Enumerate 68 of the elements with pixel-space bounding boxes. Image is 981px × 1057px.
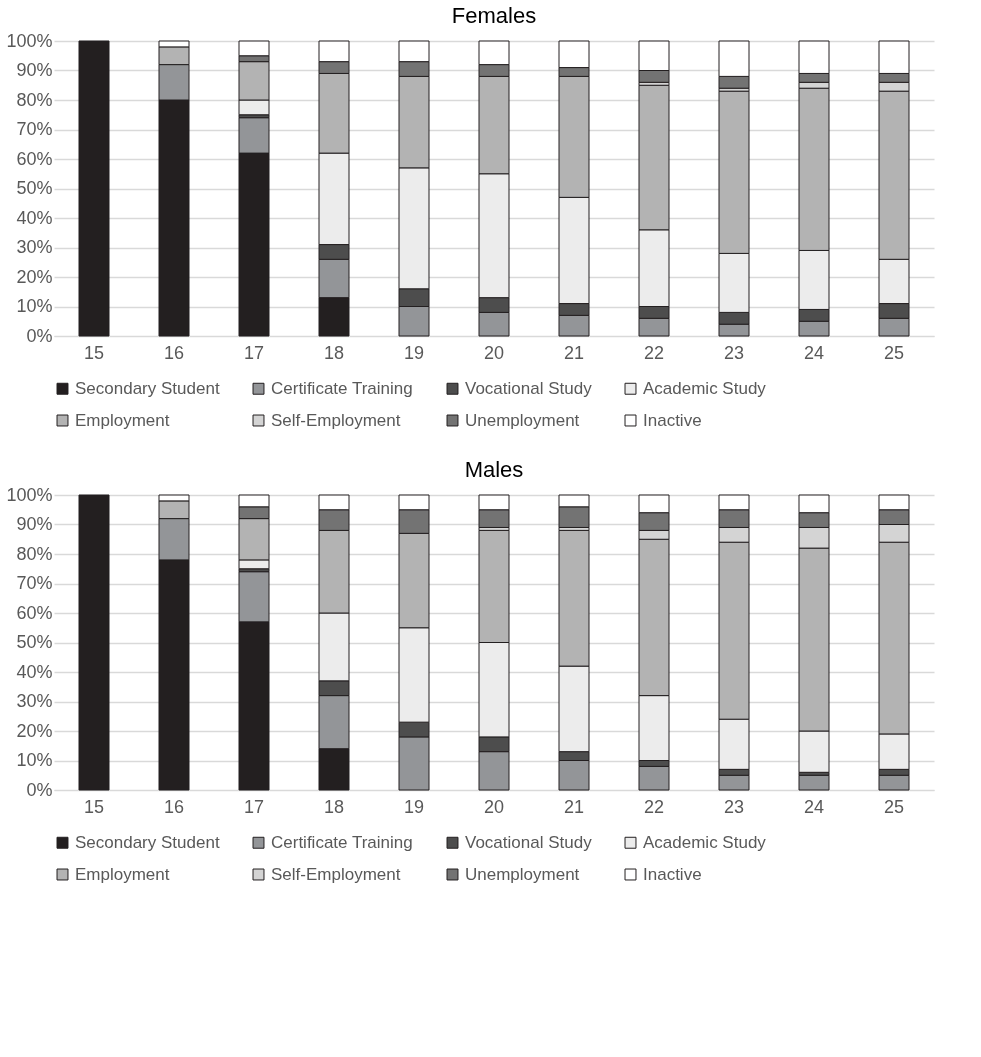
y-tick-label: 30% [16, 237, 53, 257]
x-tick-label: 20 [483, 342, 505, 363]
y-tick-label: 30% [16, 691, 53, 711]
legend-label: Self-Employment [271, 410, 401, 430]
y-tick-label: 10% [16, 750, 53, 770]
legend-label: Unemployment [465, 410, 580, 430]
y-tick-label: 70% [16, 119, 53, 139]
bar [878, 774, 910, 791]
legend-label: Academic Study [643, 378, 767, 398]
legend-label: Academic Study [643, 832, 767, 852]
y-tick-label: 40% [16, 661, 53, 682]
legend-label: Inactive [643, 410, 702, 430]
x-tick-label: 25 [883, 342, 905, 363]
legend-label: Certificate Training [271, 832, 413, 852]
y-tick-label: 60% [16, 148, 53, 169]
x-tick-label: 23 [723, 796, 745, 817]
legend-label: Unemployment [465, 864, 580, 884]
x-tick-label: 25 [883, 796, 905, 817]
bar [718, 774, 750, 791]
y-tick-label: 80% [16, 543, 53, 564]
x-tick-label: 24 [803, 796, 825, 817]
x-tick-label: 22 [643, 342, 665, 363]
legend-label: Employment [75, 410, 170, 430]
x-tick-label: 16 [163, 342, 185, 363]
y-tick-label: 70% [16, 573, 53, 593]
legend-label: Certificate Training [271, 378, 413, 398]
y-tick-label: 60% [16, 602, 53, 623]
legend-label: Self-Employment [271, 864, 401, 884]
legend-label: Inactive [643, 864, 702, 884]
x-tick-label: 15 [83, 796, 105, 817]
x-tick-label: 17 [243, 796, 265, 817]
x-tick-label: 18 [323, 342, 345, 363]
bar [798, 774, 830, 791]
bar [638, 765, 670, 791]
legend-label: Vocational Study [465, 832, 593, 852]
y-tick-label: 20% [16, 266, 53, 287]
x-tick-label: 18 [323, 796, 345, 817]
legend-label: Secondary Student [75, 378, 220, 398]
x-tick-label: 24 [803, 342, 825, 363]
y-tick-label: 10% [16, 296, 53, 316]
y-tick-label: 40% [16, 207, 53, 228]
y-tick-label: 50% [16, 178, 53, 198]
y-tick-label: 50% [16, 632, 53, 652]
x-tick-label: 15 [83, 342, 105, 363]
y-tick-label: 20% [16, 720, 53, 741]
x-tick-label: 20 [483, 796, 505, 817]
bar [78, 494, 110, 791]
legend-label: Vocational Study [465, 378, 593, 398]
y-tick-label: 0% [26, 779, 53, 800]
x-tick-label: 21 [563, 342, 585, 363]
legend-label: Secondary Student [75, 832, 220, 852]
x-tick-label: 23 [723, 342, 745, 363]
y-tick-label: 100% [6, 484, 53, 505]
y-tick-label: 100% [6, 30, 53, 51]
x-tick-label: 22 [643, 796, 665, 817]
x-tick-label: 21 [563, 796, 585, 817]
y-tick-label: 0% [26, 325, 53, 346]
y-tick-label: 90% [16, 514, 53, 534]
y-tick-label: 90% [16, 60, 53, 80]
chart-title: Males [464, 457, 524, 482]
bar [78, 40, 110, 337]
y-tick-label: 80% [16, 89, 53, 110]
x-tick-label: 17 [243, 342, 265, 363]
chart-title: Females [451, 3, 537, 28]
x-tick-label: 16 [163, 796, 185, 817]
x-tick-label: 19 [403, 342, 425, 363]
legend-label: Employment [75, 864, 170, 884]
x-tick-label: 19 [403, 796, 425, 817]
